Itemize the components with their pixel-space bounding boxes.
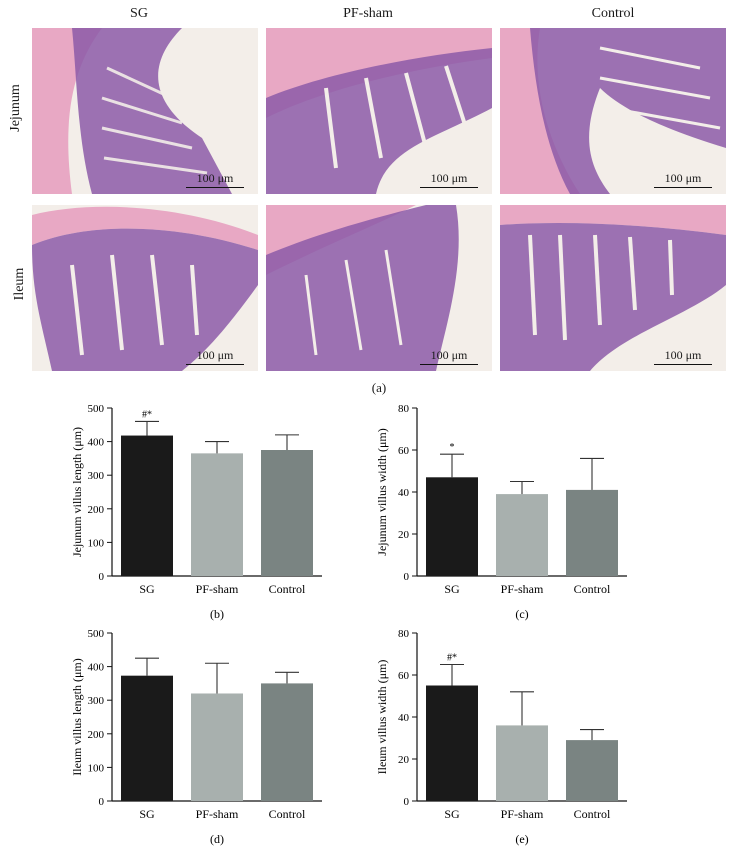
significance-label: #* (142, 409, 152, 420)
y-axis-label: Jejunum villus length (μm) (70, 427, 84, 557)
y-tick-label: 400 (88, 437, 105, 449)
y-tick-label: 20 (398, 529, 410, 541)
jejunum-control-tissue-image (500, 28, 726, 194)
scale-bar: 100 μm (654, 171, 712, 188)
panel-label: (e) (515, 832, 528, 846)
x-tick-label: SG (139, 582, 155, 596)
y-tick-label: 500 (88, 403, 105, 415)
x-tick-label: PF-sham (501, 582, 544, 596)
ileum-control-tissue-image (500, 205, 726, 371)
panel-label: (b) (210, 607, 224, 621)
chart-e: 0 20 40 60 80 Ileum villus width (μm) #* SG PF-s… (375, 625, 655, 855)
y-tick-label: 40 (398, 487, 410, 499)
bar (426, 477, 478, 576)
x-tick-label: SG (444, 582, 460, 596)
scale-bar: 100 μm (420, 348, 478, 365)
x-tick-label: Control (574, 807, 611, 821)
y-tick-label: 200 (88, 729, 105, 741)
scale-bar: 100 μm (186, 171, 244, 188)
bar (496, 494, 548, 576)
significance-label: * (450, 442, 455, 453)
y-tick-label: 200 (88, 504, 105, 516)
chart-e-svg: 0 20 40 60 80 Ileum villus width (μm) #* SG PF-s… (375, 628, 627, 846)
jejunum-pf-sham-tissue-image (266, 28, 492, 194)
chart-d-svg: 0 100 200 300 400 500 Ileum villus length (μm)… (70, 628, 322, 846)
y-tick-label: 0 (99, 571, 105, 583)
bar (566, 740, 618, 801)
panel-label: (d) (210, 832, 224, 846)
x-tick-label: SG (444, 807, 460, 821)
x-tick-label: Control (574, 582, 611, 596)
bar (261, 450, 313, 576)
chart-b: 0 100 200 300 400 500 Jejunum villus length (μ… (70, 400, 350, 630)
y-tick-label: 100 (88, 762, 105, 774)
column-header-pf-sham: PF-sham (343, 6, 393, 21)
ileum-sg-tissue-image (32, 205, 258, 371)
ileum-pf-sham-tissue-image (266, 205, 492, 371)
bar (191, 693, 243, 801)
column-header-sg: SG (130, 6, 148, 21)
y-tick-label: 60 (398, 670, 410, 682)
panel-label: (c) (515, 607, 528, 621)
chart-c-svg: 0 20 40 60 80 Jejunum villus width (μm) * SG PF-… (375, 403, 627, 621)
y-tick-label: 40 (398, 712, 410, 724)
y-tick-label: 0 (404, 571, 410, 583)
y-tick-label: 500 (88, 628, 105, 640)
bar (426, 685, 478, 801)
y-tick-label: 0 (99, 796, 105, 808)
x-tick-label: PF-sham (196, 582, 239, 596)
y-tick-label: 0 (404, 796, 410, 808)
y-tick-label: 300 (88, 695, 105, 707)
y-tick-label: 20 (398, 754, 410, 766)
y-tick-label: 100 (88, 537, 105, 549)
y-tick-label: 400 (88, 662, 105, 674)
bar (261, 683, 313, 801)
bar (566, 489, 618, 576)
y-axis-label: Ileum villus width (μm) (375, 660, 389, 775)
chart-c: 0 20 40 60 80 Jejunum villus width (μm) * SG PF-… (375, 400, 655, 630)
row-header-ileum: Ileum (12, 267, 27, 301)
y-tick-label: 300 (88, 470, 105, 482)
jejunum-sg-tissue-image (32, 28, 258, 194)
column-header-control: Control (591, 6, 635, 21)
x-tick-label: SG (139, 807, 155, 821)
micrograph-ileum-pf-sham: 100 μm (266, 205, 492, 371)
bar (121, 435, 173, 576)
chart-d: 0 100 200 300 400 500 Ileum villus length (μm)… (70, 625, 350, 855)
bar (496, 725, 548, 801)
bar (121, 675, 173, 801)
x-tick-label: PF-sham (196, 807, 239, 821)
bar (191, 453, 243, 576)
scale-bar: 100 μm (420, 171, 478, 188)
y-tick-label: 60 (398, 445, 410, 457)
y-tick-label: 80 (398, 628, 410, 640)
micrograph-jejunum-control: 100 μm (500, 28, 726, 194)
micrograph-ileum-control: 100 μm (500, 205, 726, 371)
scale-bar: 100 μm (186, 348, 244, 365)
x-tick-label: Control (269, 807, 306, 821)
micrograph-jejunum-sg: 100 μm (32, 28, 258, 194)
y-axis-label: Jejunum villus width (μm) (375, 428, 389, 555)
significance-label: #* (447, 653, 457, 664)
chart-b-svg: 0 100 200 300 400 500 Jejunum villus length (μ… (70, 403, 322, 621)
y-axis-label: Ileum villus length (μm) (70, 658, 84, 775)
micrograph-ileum-sg: 100 μm (32, 205, 258, 371)
micrograph-jejunum-pf-sham: 100 μm (266, 28, 492, 194)
x-tick-label: Control (269, 582, 306, 596)
row-header-jejunum: Jejunum (8, 84, 23, 132)
scale-bar: 100 μm (654, 348, 712, 365)
panel-label-a: (a) (371, 380, 387, 395)
x-tick-label: PF-sham (501, 807, 544, 821)
y-tick-label: 80 (398, 403, 410, 415)
